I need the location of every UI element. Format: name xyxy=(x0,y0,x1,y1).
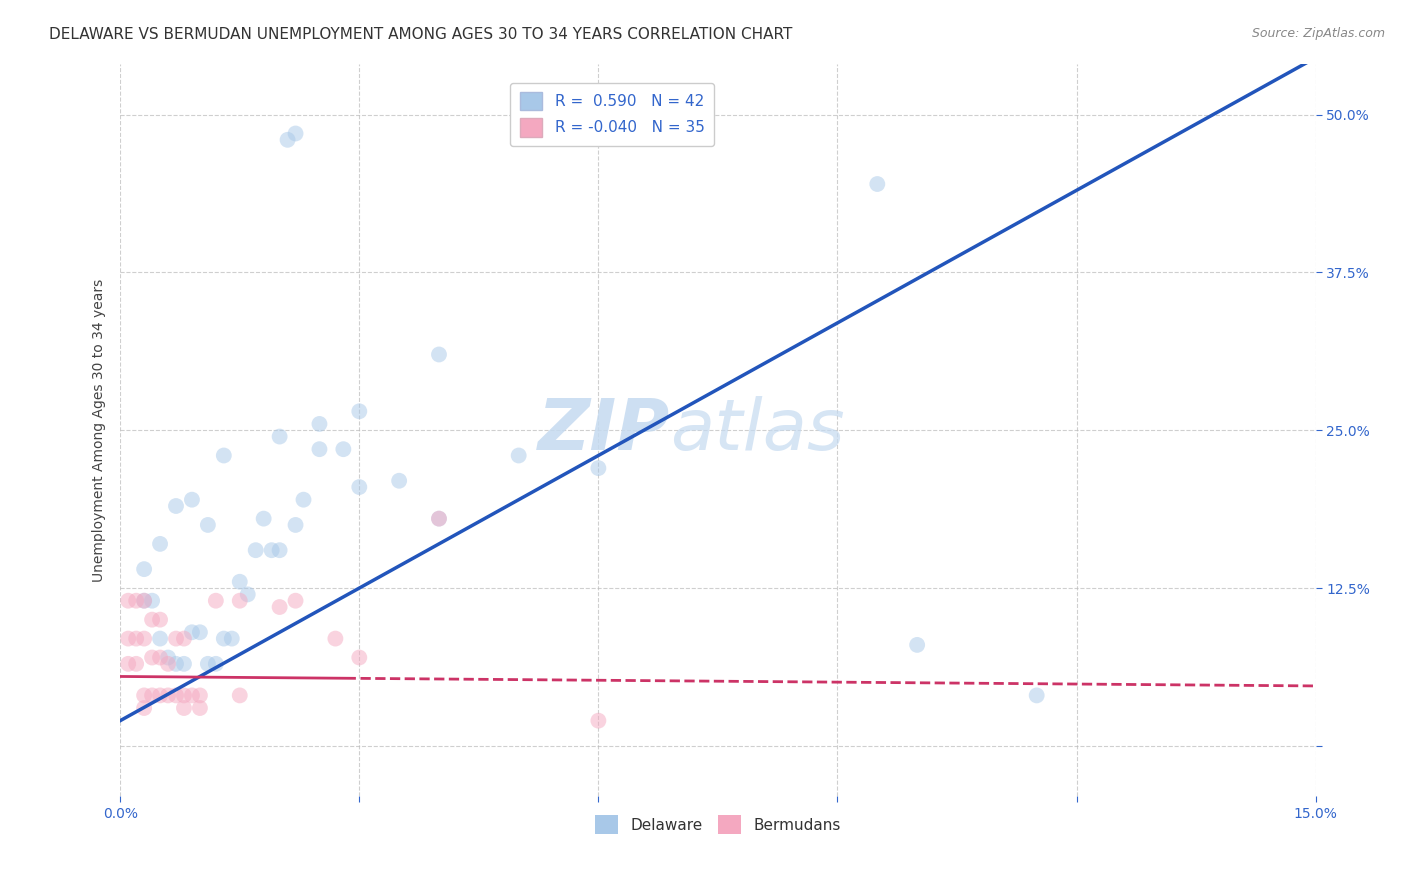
Point xyxy=(173,657,195,671)
Point xyxy=(149,650,172,665)
Point xyxy=(229,689,252,703)
Point xyxy=(349,650,371,665)
Point xyxy=(149,613,172,627)
Point xyxy=(588,461,610,475)
Point xyxy=(388,474,411,488)
Point xyxy=(588,714,610,728)
Point xyxy=(165,657,187,671)
Text: DELAWARE VS BERMUDAN UNEMPLOYMENT AMONG AGES 30 TO 34 YEARS CORRELATION CHART: DELAWARE VS BERMUDAN UNEMPLOYMENT AMONG … xyxy=(49,27,793,42)
Point xyxy=(157,689,180,703)
Point xyxy=(165,499,187,513)
Point xyxy=(427,347,450,361)
Point xyxy=(181,492,204,507)
Point xyxy=(181,689,204,703)
Point xyxy=(134,689,156,703)
Point xyxy=(117,657,139,671)
Text: Source: ZipAtlas.com: Source: ZipAtlas.com xyxy=(1251,27,1385,40)
Point xyxy=(134,701,156,715)
Point xyxy=(260,543,283,558)
Point xyxy=(188,701,211,715)
Point xyxy=(229,574,252,589)
Point xyxy=(149,632,172,646)
Point xyxy=(269,600,291,615)
Point xyxy=(292,492,315,507)
Point xyxy=(269,429,291,443)
Point xyxy=(905,638,928,652)
Point xyxy=(205,593,228,607)
Point xyxy=(141,593,163,607)
Point xyxy=(117,632,139,646)
Point xyxy=(349,404,371,418)
Point xyxy=(134,593,156,607)
Point xyxy=(125,657,148,671)
Point xyxy=(427,511,450,525)
Point xyxy=(205,657,228,671)
Point xyxy=(332,442,354,457)
Point xyxy=(157,657,180,671)
Point xyxy=(188,625,211,640)
Point xyxy=(149,689,172,703)
Point xyxy=(284,517,307,532)
Y-axis label: Unemployment Among Ages 30 to 34 years: Unemployment Among Ages 30 to 34 years xyxy=(93,278,107,582)
Point xyxy=(173,632,195,646)
Point xyxy=(308,442,330,457)
Point xyxy=(181,625,204,640)
Point xyxy=(149,537,172,551)
Point xyxy=(508,449,530,463)
Point xyxy=(141,613,163,627)
Point xyxy=(125,593,148,607)
Point xyxy=(165,689,187,703)
Point xyxy=(427,511,450,525)
Point xyxy=(245,543,267,558)
Point xyxy=(134,593,156,607)
Point xyxy=(212,449,235,463)
Point xyxy=(188,689,211,703)
Point xyxy=(229,593,252,607)
Legend: Delaware, Bermudans: Delaware, Bermudans xyxy=(589,809,846,840)
Text: atlas: atlas xyxy=(671,396,845,465)
Point xyxy=(117,593,139,607)
Point xyxy=(325,632,347,646)
Point xyxy=(236,587,259,601)
Point xyxy=(173,701,195,715)
Point xyxy=(141,650,163,665)
Point xyxy=(308,417,330,431)
Text: ZIP: ZIP xyxy=(538,396,671,465)
Point xyxy=(165,632,187,646)
Point xyxy=(221,632,243,646)
Point xyxy=(197,657,219,671)
Point xyxy=(173,689,195,703)
Point xyxy=(269,543,291,558)
Point xyxy=(284,593,307,607)
Point xyxy=(141,689,163,703)
Point xyxy=(212,632,235,646)
Point xyxy=(1025,689,1047,703)
Point xyxy=(134,632,156,646)
Point xyxy=(284,127,307,141)
Point xyxy=(197,517,219,532)
Point xyxy=(134,562,156,576)
Point xyxy=(125,632,148,646)
Point xyxy=(277,133,299,147)
Point xyxy=(866,177,889,191)
Point xyxy=(157,650,180,665)
Point xyxy=(349,480,371,494)
Point xyxy=(253,511,276,525)
